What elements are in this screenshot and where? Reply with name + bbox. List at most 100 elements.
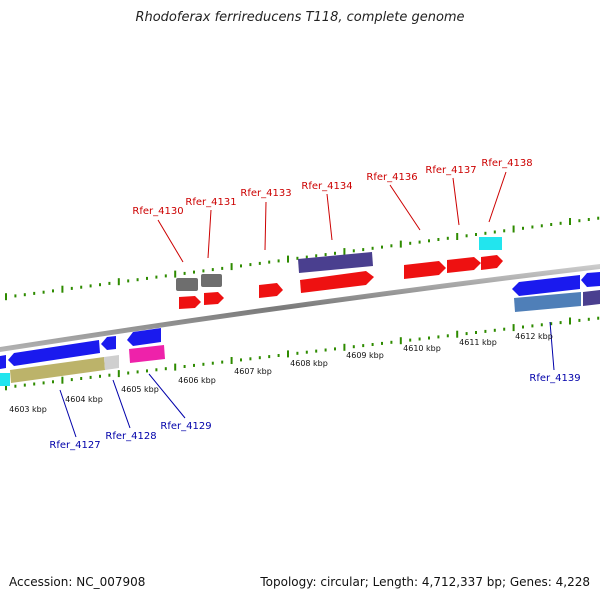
scale-tick-minor: [475, 331, 477, 334]
gene-rfer-4139-arrow[interactable]: [512, 275, 580, 296]
upper-scale-track: [5, 216, 600, 301]
scale-tick-major: [287, 255, 289, 263]
scale-labels: 4603 kbp 4604 kbp 4605 kbp 4606 kbp 4607…: [9, 332, 553, 414]
scale-tick-minor: [23, 293, 26, 297]
scale-tick-minor: [484, 231, 487, 235]
gene-right-edge-arrow[interactable]: [581, 272, 600, 287]
accession-text: Accession: NC_007908: [9, 575, 146, 589]
gene-rfer-4136-arrow[interactable]: [404, 261, 446, 279]
scale-tick-minor: [202, 362, 205, 366]
gene-rfer-4127b-arrow[interactable]: [101, 336, 116, 350]
scale-tick-major: [5, 383, 7, 391]
scale-tick-major: [456, 330, 459, 338]
scale-tick-minor: [578, 318, 581, 322]
scale-tick-major: [117, 370, 120, 378]
reverse-strand-genes: [0, 272, 600, 386]
scale-tick-minor: [484, 329, 487, 333]
scale-tick-major: [287, 350, 289, 358]
scale-label: 4606 kbp: [178, 376, 216, 385]
scale-tick-minor: [465, 234, 468, 238]
scale-tick-minor: [183, 365, 186, 368]
scale-tick-minor: [315, 254, 318, 258]
gene-rfer-4137-arrow[interactable]: [447, 257, 481, 273]
scale-tick-minor: [70, 378, 73, 382]
scale-tick-minor: [324, 253, 327, 257]
scale-tick-minor: [296, 256, 299, 260]
scale-label: 4610 kbp: [403, 344, 441, 353]
forward-strand-genes: [176, 237, 503, 309]
gene-right-edge-box[interactable]: [583, 290, 600, 306]
scale-tick-minor: [418, 240, 421, 244]
gene-rfer-4138-box[interactable]: [479, 237, 502, 250]
gene-rfer-4130-arrow[interactable]: [179, 296, 201, 309]
scale-tick-minor: [296, 351, 299, 355]
scale-tick-minor: [315, 349, 318, 353]
gene-rfer-4131-box[interactable]: [201, 274, 222, 287]
scale-tick-major: [512, 324, 515, 332]
gene-rfer-4130-box[interactable]: [176, 278, 198, 291]
scale-tick-minor: [446, 334, 449, 338]
gene-rfer-4129-arrow[interactable]: [127, 328, 161, 346]
gene-labels: Rfer_4130 Rfer_4131 Rfer_4133 Rfer_4134 …: [49, 158, 580, 451]
scale-tick-major: [343, 248, 346, 256]
scale-tick-minor: [136, 278, 139, 282]
scale-tick-minor: [550, 322, 553, 326]
scale-tick-minor: [108, 373, 111, 377]
gene-rfer-4134-arrow[interactable]: [300, 271, 374, 293]
leader-lines: [59, 171, 555, 438]
scale-tick-minor: [80, 377, 83, 380]
scale-tick-major: [174, 363, 177, 371]
label-rfer-4136[interactable]: Rfer_4136: [366, 172, 417, 183]
scale-tick-minor: [428, 336, 430, 340]
gene-left-edge-arrow[interactable]: [0, 355, 6, 369]
scale-tick-minor: [324, 348, 327, 352]
scale-tick-major: [399, 240, 402, 248]
scale-tick-minor: [70, 286, 73, 290]
scale-tick-minor: [540, 323, 543, 327]
label-rfer-4129[interactable]: Rfer_4129: [160, 421, 211, 432]
scale-tick-minor: [352, 249, 355, 253]
gene-rfer-4131-arrow[interactable]: [204, 292, 224, 305]
scale-tick-minor: [193, 363, 195, 367]
scale-tick-minor: [587, 317, 590, 321]
scale-tick-minor: [221, 266, 224, 270]
scale-tick-minor: [559, 321, 562, 325]
gene-rfer-4127-box[interactable]: [10, 357, 105, 383]
gene-rfer-4138-arrow[interactable]: [481, 255, 503, 270]
scale-label: 4612 kbp: [515, 332, 553, 341]
scale-tick-major: [61, 376, 64, 384]
gene-rfer-4139-box[interactable]: [514, 292, 581, 312]
scale-label: 4604 kbp: [65, 395, 103, 404]
scale-tick-major: [174, 270, 177, 278]
label-rfer-4139[interactable]: Rfer_4139: [529, 373, 580, 384]
genome-backbone: [0, 264, 600, 352]
label-rfer-4130[interactable]: Rfer_4130: [132, 206, 183, 217]
scale-tick-minor: [597, 316, 600, 320]
label-rfer-4137[interactable]: Rfer_4137: [425, 165, 476, 176]
gene-rfer-4128-box[interactable]: [104, 355, 119, 370]
label-rfer-4134[interactable]: Rfer_4134: [301, 181, 352, 192]
label-rfer-4138[interactable]: Rfer_4138: [481, 158, 532, 169]
scale-tick-major: [230, 263, 233, 271]
gene-left-edge-box[interactable]: [0, 373, 10, 386]
label-rfer-4131[interactable]: Rfer_4131: [185, 197, 236, 208]
scale-tick-minor: [362, 344, 365, 348]
label-rfer-4128[interactable]: Rfer_4128: [105, 431, 156, 442]
scale-tick-minor: [409, 338, 412, 342]
scale-tick-major: [569, 317, 571, 325]
label-rfer-4133[interactable]: Rfer_4133: [240, 188, 291, 199]
scale-label: 4608 kbp: [290, 359, 328, 368]
scale-tick-minor: [127, 371, 130, 375]
label-rfer-4127[interactable]: Rfer_4127: [49, 440, 100, 451]
gene-rfer-4134-box[interactable]: [298, 252, 373, 273]
gene-rfer-4129-box[interactable]: [129, 345, 165, 363]
scale-tick-minor: [437, 335, 440, 339]
scale-tick-minor: [14, 294, 17, 298]
gene-rfer-4133-arrow[interactable]: [259, 283, 283, 298]
scale-tick-minor: [146, 369, 148, 373]
scale-tick-minor: [381, 341, 383, 345]
scale-label: 4611 kbp: [459, 338, 497, 347]
gene-rfer-4127-arrow[interactable]: [8, 340, 100, 366]
scale-label: 4607 kbp: [234, 367, 272, 376]
